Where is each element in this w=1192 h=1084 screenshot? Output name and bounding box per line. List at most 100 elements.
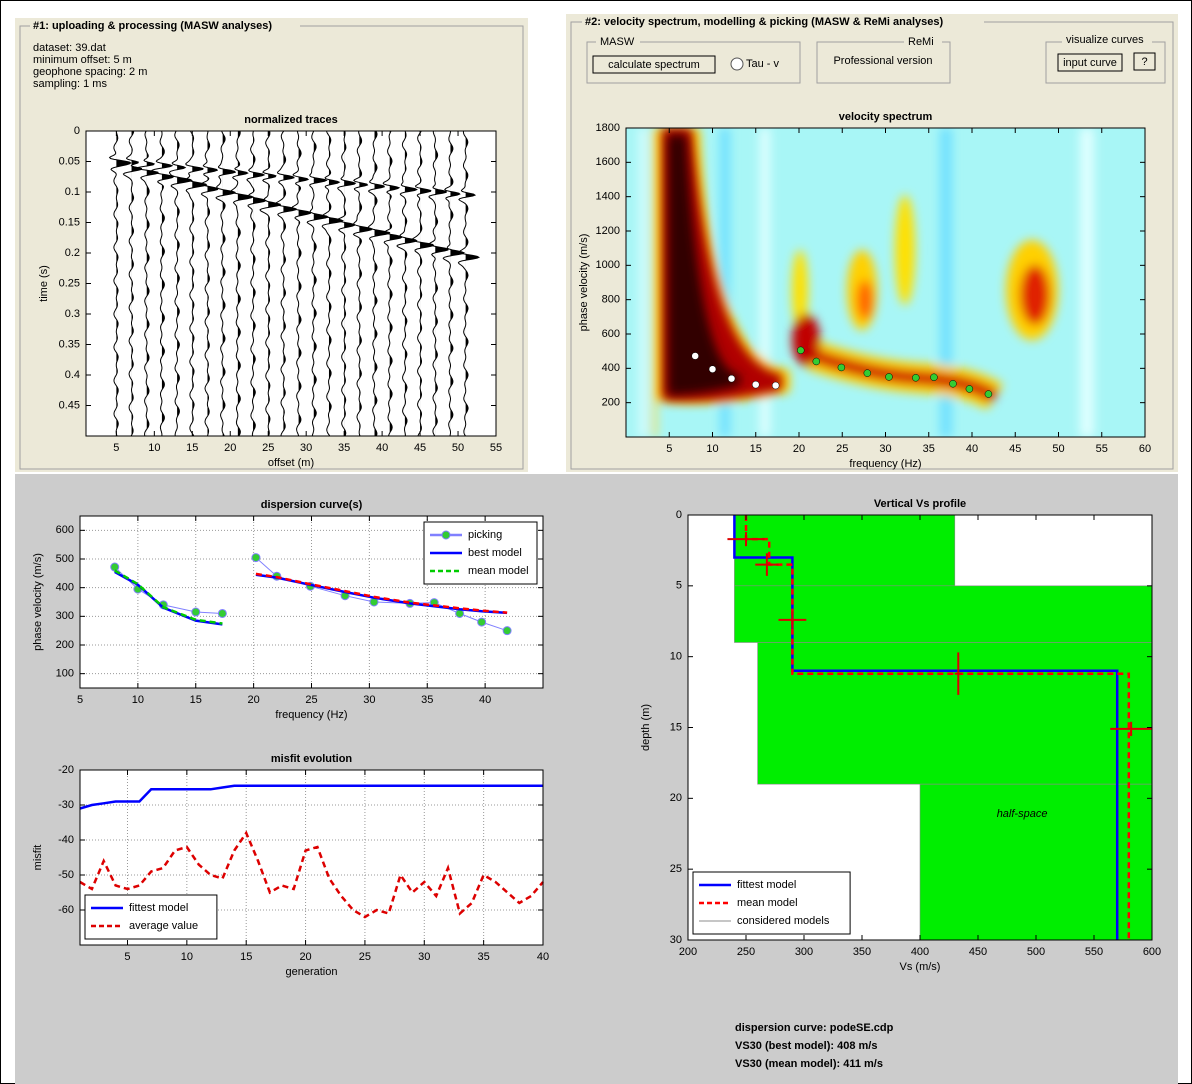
trace-fill — [116, 131, 131, 436]
series-line — [79, 830, 544, 919]
title-bg — [30, 19, 300, 33]
y-tick-label: 0.45 — [59, 399, 80, 411]
y-axis-label: misfit — [32, 845, 44, 871]
footer-line: VS30 (best model): 408 m/s — [735, 1040, 877, 1052]
x-tick-label: 300 — [795, 946, 813, 958]
x-tick-label: 30 — [879, 443, 891, 455]
trace — [442, 131, 466, 436]
trace-fill — [131, 131, 142, 436]
x-axis-label: generation — [286, 966, 338, 978]
trace-fill — [435, 131, 449, 436]
x-tick-label: 15 — [190, 694, 202, 706]
x-tick-label: 35 — [421, 694, 433, 706]
trace — [396, 130, 418, 436]
y-axis-label: time (s) — [38, 265, 50, 302]
y-tick-label: 25 — [670, 863, 682, 875]
trace — [135, 130, 159, 436]
trace — [428, 130, 449, 436]
trace — [457, 130, 480, 436]
trace — [367, 130, 391, 436]
y-tick-label: 600 — [602, 328, 620, 340]
pick — [930, 373, 938, 382]
x-tick-label: 250 — [737, 946, 755, 958]
marker — [251, 553, 261, 563]
footer-line: VS30 (mean model): 411 m/s — [735, 1058, 883, 1070]
group-box — [816, 41, 951, 84]
group-label: visualize curves — [1066, 34, 1144, 46]
info-line: geophone spacing: 2 m — [33, 66, 147, 78]
trace — [246, 130, 267, 436]
y-tick-label: 0 — [74, 125, 80, 137]
radio[interactable] — [730, 57, 744, 71]
x-tick-label: 40 — [537, 951, 549, 963]
trace — [185, 130, 208, 436]
stripe — [652, 128, 657, 437]
trace-fill — [389, 131, 402, 436]
stripe — [640, 128, 646, 437]
x-tick-label: 15 — [750, 443, 762, 455]
y-tick-label: 1200 — [596, 225, 620, 237]
y-tick-label: -60 — [58, 904, 74, 916]
button-label[interactable]: input curve — [1063, 57, 1117, 69]
y-tick-label: 200 — [602, 397, 620, 409]
group-label: ReMi — [908, 36, 934, 48]
legend-box — [84, 894, 218, 940]
legend-label: picking — [468, 529, 502, 541]
x-tick-label: 60 — [1139, 443, 1151, 455]
pick — [863, 369, 872, 377]
button[interactable] — [1133, 52, 1156, 71]
y-tick-label: 1800 — [596, 122, 620, 134]
x-tick-label: 25 — [836, 443, 848, 455]
stripe — [760, 128, 770, 437]
x-tick-label: 55 — [1096, 443, 1108, 455]
chart-title: velocity spectrum — [839, 111, 933, 123]
y-tick-label: 800 — [602, 294, 620, 306]
marker — [477, 617, 487, 627]
y-axis-label: phase velocity (m/s) — [32, 553, 44, 651]
panel-title: #2: velocity spectrum, modelling & picki… — [585, 16, 944, 28]
y-tick-label: 0.4 — [65, 369, 80, 381]
group-label: MASW — [600, 36, 635, 48]
x-tick-label: 10 — [132, 694, 144, 706]
x-tick-label: 15 — [186, 442, 198, 454]
trace — [411, 130, 435, 436]
x-tick-label: 45 — [414, 442, 426, 454]
button[interactable] — [592, 55, 716, 74]
trace-fill — [222, 131, 236, 436]
y-axis-label: depth (m) — [640, 704, 652, 751]
pick — [984, 390, 993, 398]
x-tick-label: 200 — [679, 946, 697, 958]
button-label[interactable]: calculate spectrum — [608, 59, 700, 71]
trace — [321, 130, 344, 436]
trace — [108, 131, 132, 436]
button-label[interactable]: ? — [1141, 56, 1147, 68]
x-tick-label: 20 — [299, 951, 311, 963]
button[interactable] — [1057, 53, 1123, 72]
y-tick-label: 0.35 — [59, 338, 80, 350]
x-tick-label: 50 — [1052, 443, 1064, 455]
x-tick-label: 20 — [224, 442, 236, 454]
x-axis-label: frequency (Hz) — [275, 709, 347, 721]
stripe — [940, 128, 952, 437]
legend-label: fittest model — [129, 902, 188, 914]
legend-label: average value — [129, 920, 198, 932]
considered-region — [919, 783, 1153, 941]
marker — [110, 562, 120, 572]
stripe — [1080, 128, 1094, 437]
pick — [752, 380, 760, 389]
radio-label[interactable]: Tau - v — [746, 58, 780, 70]
y-tick-label: 400 — [602, 362, 620, 374]
x-tick-label: 35 — [478, 951, 490, 963]
series-line — [744, 515, 1131, 940]
x-tick-label: 25 — [359, 951, 371, 963]
trace — [122, 131, 143, 436]
x-tick-label: 40 — [479, 694, 491, 706]
x-tick-label: 35 — [338, 442, 350, 454]
plot-area — [86, 131, 496, 436]
trace — [275, 130, 297, 436]
trace — [215, 130, 237, 436]
marker — [502, 626, 512, 636]
y-tick-label: -50 — [58, 869, 74, 881]
x-tick-label: 25 — [262, 442, 274, 454]
chart-title: dispersion curve(s) — [261, 499, 363, 511]
